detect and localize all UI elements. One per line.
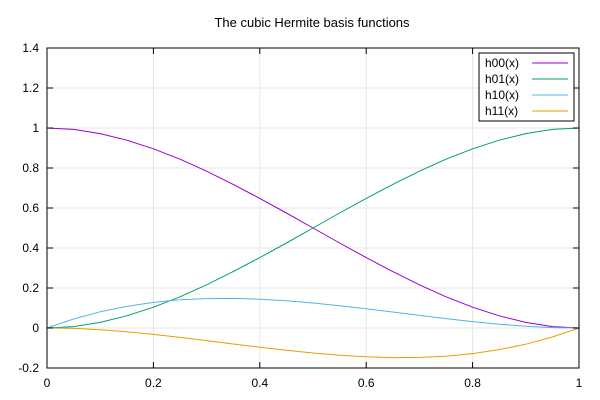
x-tick-label: 0.6: [358, 376, 375, 390]
series-layer: [46, 127, 580, 359]
legend-label: h11(x): [485, 104, 518, 118]
y-tick-label: 0.2: [22, 281, 39, 295]
y-tick-label: 1: [32, 121, 39, 135]
ticks: [46, 47, 580, 369]
tick-labels: -0.2 0 0.2 0.4 0.6 0.8 1 1.2 1.4 0 0.2 0.4 0.6 0.8 1: [18, 41, 582, 390]
x-tick-label: 1: [576, 376, 583, 390]
legend-label: h10(x): [485, 88, 519, 102]
legend-box: [478, 52, 575, 122]
legend: h00(x) h01(x) h10(x) h11(x): [478, 52, 575, 122]
y-tick-label: 0.8: [22, 161, 39, 175]
legend-label: h00(x): [485, 56, 519, 70]
series-line-h01x: [46, 127, 580, 329]
series-line-h10x: [46, 297, 580, 329]
series-line-h11x: [46, 327, 580, 359]
x-tick-label: 0.2: [145, 376, 162, 390]
y-tick-label: 1.4: [22, 41, 39, 55]
y-tick-label: 1.2: [22, 81, 39, 95]
x-tick-label: 0.8: [464, 376, 481, 390]
y-tick-label: 0.6: [22, 201, 39, 215]
chart-title: The cubic Hermite basis functions: [214, 15, 410, 30]
y-tick-label: -0.2: [18, 361, 39, 375]
y-tick-label: 0: [32, 321, 39, 335]
legend-label: h01(x): [485, 72, 519, 86]
x-tick-label: 0.4: [251, 376, 268, 390]
x-tick-label: 0: [44, 376, 51, 390]
y-tick-label: 0.4: [22, 241, 39, 255]
